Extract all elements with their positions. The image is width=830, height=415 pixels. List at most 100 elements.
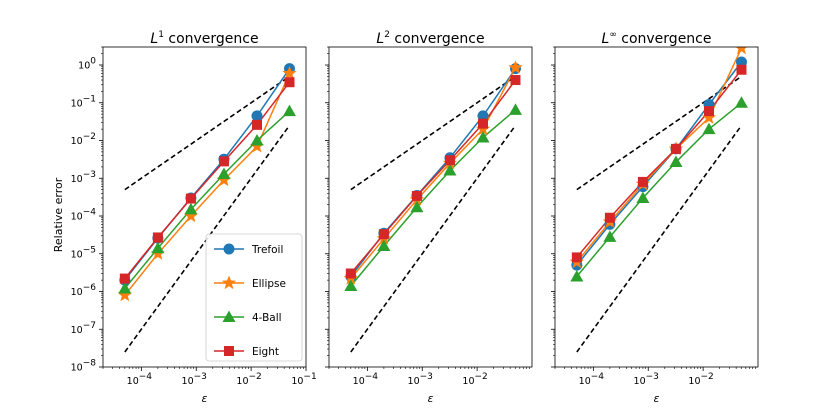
y-tick-label: 10−6 — [71, 283, 97, 298]
legend-label-eight: Eight — [252, 346, 279, 358]
y-tick-label: 10−3 — [71, 170, 96, 185]
series-line-4-ball — [350, 109, 516, 287]
data-point-eight — [736, 64, 747, 75]
data-point-4-ball — [250, 134, 264, 146]
series-line-4-ball — [576, 102, 742, 277]
series-line-ellipse — [124, 73, 291, 296]
x-axis-label: ε — [428, 392, 434, 405]
axes-frame — [328, 46, 533, 368]
y-tick-label: 10−2 — [71, 132, 96, 147]
data-point-4-ball — [570, 269, 584, 282]
x-tick-label: 10−4 — [127, 372, 153, 387]
data-point-eight — [510, 75, 521, 86]
legend-box — [205, 233, 303, 362]
reference-line-slope-1 — [350, 75, 516, 191]
reference-line-slope-2 — [350, 125, 517, 353]
plot-area — [343, 60, 523, 353]
x-tick-label: 10−3 — [182, 372, 207, 387]
panel-title: L1 convergence — [150, 30, 258, 47]
y-tick-label: 100 — [78, 57, 96, 72]
legend-label-trefoil: Trefoil — [251, 244, 283, 256]
data-point-4-ball — [344, 279, 358, 291]
data-point-eight — [478, 118, 489, 129]
y-tick-label: 10−8 — [71, 359, 97, 374]
data-point-4-ball — [603, 230, 617, 242]
legend-marker-4-ball — [222, 310, 236, 322]
reference-line-slope-1 — [576, 75, 742, 191]
x-tick-label: 10−3 — [408, 372, 433, 387]
data-point-4-ball — [476, 131, 490, 143]
series-line-eight — [124, 81, 291, 280]
data-point-4-ball — [151, 241, 165, 254]
data-point-eight — [444, 155, 455, 166]
plot-area — [569, 47, 748, 353]
data-point-trefoil — [251, 110, 263, 122]
data-point-4-ball — [217, 167, 231, 179]
data-point-4-ball — [669, 155, 683, 167]
data-point-4-ball — [282, 104, 296, 117]
data-point-4-ball — [734, 96, 748, 108]
data-point-eight — [345, 268, 356, 279]
x-tick-label: 10−2 — [688, 372, 713, 387]
data-point-ellipse — [216, 172, 232, 187]
x-tick-label: 10−4 — [353, 372, 379, 387]
legend-marker-ellipse — [221, 275, 237, 290]
data-point-eight — [637, 176, 648, 187]
series-line-eight — [576, 69, 743, 258]
data-point-eight — [284, 77, 295, 88]
x-tick-label: 10−3 — [634, 372, 659, 387]
data-point-eight — [411, 190, 422, 201]
y-tick-label: 10−1 — [71, 94, 96, 109]
legend: Trefoil Ellipse 4-Ball Eight — [205, 233, 303, 362]
data-point-eight — [152, 232, 163, 243]
data-point-4-ball — [636, 191, 650, 203]
legend-label-ellipse: Ellipse — [252, 278, 286, 290]
data-point-eight — [185, 193, 196, 204]
data-point-ellipse — [701, 110, 717, 124]
axes-frame — [102, 46, 307, 368]
data-point-ellipse — [117, 287, 132, 302]
data-point-4-ball — [508, 103, 522, 115]
reference-line-slope-2 — [576, 125, 743, 353]
legend-label-4-ball: 4-Ball — [252, 312, 282, 324]
data-point-ellipse — [249, 138, 265, 153]
data-point-eight — [119, 273, 130, 284]
data-point-ellipse — [508, 60, 523, 74]
series-line-trefoil — [576, 61, 743, 266]
x-tick-label: 10−2 — [236, 372, 261, 387]
axes-frame — [554, 46, 759, 368]
data-point-eight — [378, 229, 389, 240]
x-tick-label: 10−4 — [579, 372, 605, 387]
data-point-eight — [670, 143, 681, 154]
data-point-4-ball — [184, 202, 198, 215]
x-tick-label: 10−1 — [291, 372, 316, 387]
data-point-4-ball — [702, 122, 716, 135]
data-point-4-ball — [118, 282, 132, 294]
data-point-ellipse — [282, 65, 297, 80]
reference-line-slope-1 — [124, 75, 290, 191]
panel-3: L∞ convergence 10−4 10−3 10−2 ε — [551, 30, 759, 405]
x-tick-label: 10−2 — [462, 372, 487, 387]
data-point-eight — [252, 119, 263, 130]
series-line-ellipse — [576, 47, 743, 263]
y-tick-label: 10−5 — [71, 245, 96, 260]
series-line-4-ball — [124, 110, 291, 289]
data-point-ellipse — [735, 47, 748, 55]
data-point-4-ball — [377, 239, 391, 252]
panel-2: L2 convergence 10−4 10−3 10−2 ε — [325, 30, 533, 405]
data-point-eight — [704, 106, 715, 117]
panel-title: L2 convergence — [376, 30, 484, 47]
series-line-ellipse — [350, 67, 517, 280]
data-point-eight — [218, 156, 229, 167]
data-point-4-ball — [410, 200, 424, 213]
data-point-eight — [604, 212, 615, 223]
y-axis-label: Relative error — [52, 177, 65, 252]
legend-marker-eight — [224, 346, 234, 356]
panel-title: L∞ convergence — [602, 30, 712, 47]
y-tick-label: 10−4 — [71, 208, 97, 223]
x-axis-label: ε — [654, 392, 660, 405]
legend-marker-trefoil — [223, 243, 235, 255]
x-axis-label: ε — [202, 392, 208, 405]
data-point-4-ball — [443, 164, 457, 176]
